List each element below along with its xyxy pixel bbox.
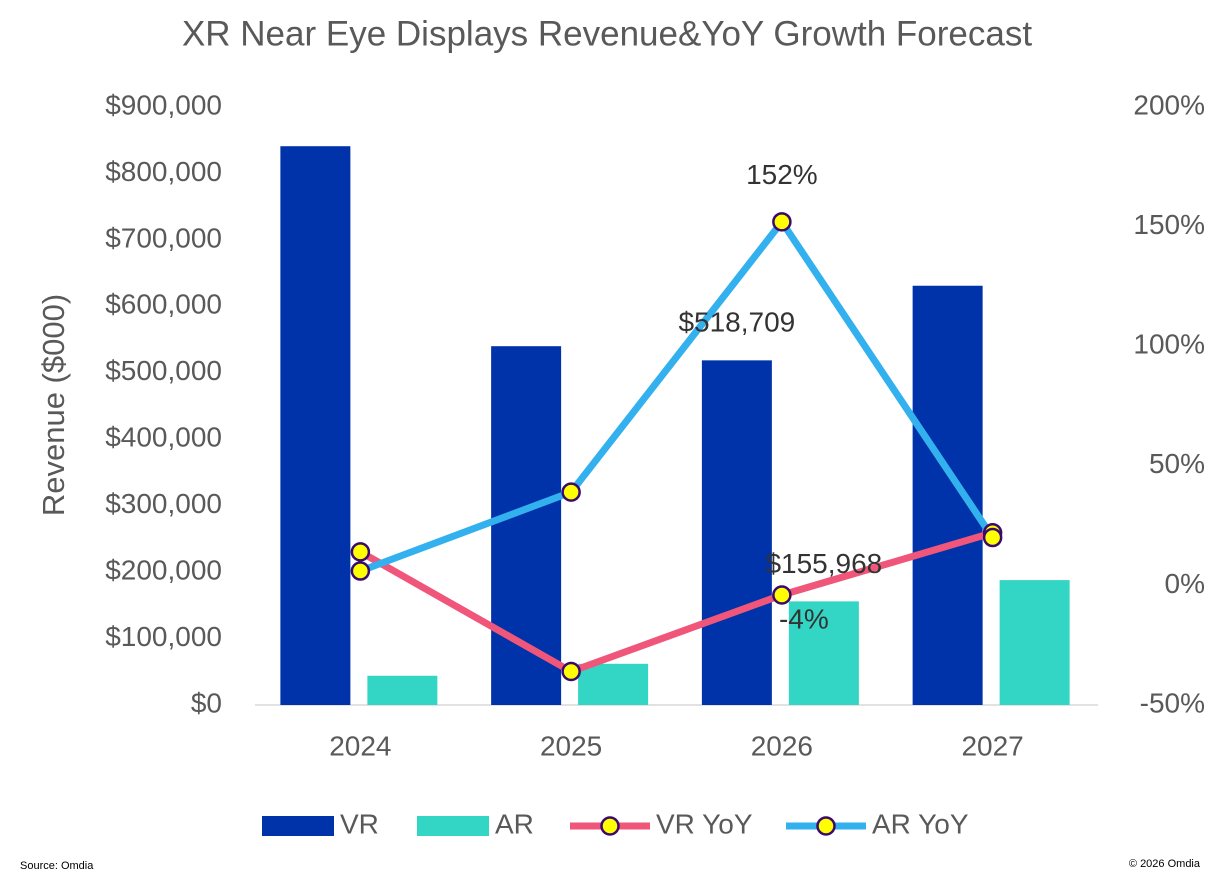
legend-swatch: [262, 816, 334, 836]
legend-marker: [600, 816, 620, 836]
y-tick-label: $800,000: [105, 156, 222, 187]
legend-marker: [816, 816, 836, 836]
y2-tick-label: 200%: [1133, 89, 1205, 120]
legend-label: VR YoY: [656, 808, 753, 839]
bar-value-label: $518,709: [678, 307, 795, 338]
y-tick-label: $0: [191, 687, 222, 718]
bar: [280, 146, 351, 706]
source: Source: Omdia: [20, 860, 94, 872]
y-tick-label: $600,000: [105, 289, 222, 320]
line: [358, 529, 994, 676]
y-axis-label: Revenue ($000): [36, 294, 71, 516]
y-tick-label: $300,000: [105, 488, 222, 519]
x-tick-label: 2025: [540, 730, 602, 761]
y-tick-label: $700,000: [105, 222, 222, 253]
bar: [788, 601, 859, 705]
bar: [701, 360, 772, 705]
line-value-label: 152%: [746, 159, 818, 190]
y2-tick-label: 50%: [1149, 448, 1205, 479]
x-tick-label: 2027: [961, 730, 1023, 761]
copyright: © 2026 Omdia: [1129, 858, 1201, 870]
y2-tick-label: 150%: [1133, 209, 1205, 240]
y-tick-label: $200,000: [105, 555, 222, 586]
bar: [999, 580, 1070, 705]
legend-swatch: [417, 816, 489, 836]
y-tick-label: $400,000: [105, 422, 222, 453]
legend-label: AR YoY: [872, 808, 969, 839]
legend-label: VR: [340, 808, 379, 839]
line-marker: [561, 661, 581, 682]
line-marker: [772, 212, 792, 232]
line-value-label: -4%: [779, 603, 829, 634]
line-marker: [561, 482, 581, 502]
line-marker: [982, 527, 1003, 548]
y2-tick-label: -50%: [1140, 687, 1205, 718]
chart-title: XR Near Eye Displays Revenue&YoY Growth …: [182, 14, 1032, 53]
bar-value-label: $155,968: [765, 548, 882, 579]
legend-label: AR: [495, 808, 534, 839]
y2-tick-label: 0%: [1165, 568, 1205, 599]
y-tick-label: $100,000: [105, 621, 222, 652]
y-tick-label: $900,000: [105, 89, 222, 120]
x-tick-label: 2026: [751, 730, 813, 761]
line-marker: [772, 585, 792, 605]
bar: [578, 663, 649, 705]
bar: [367, 675, 438, 705]
y-tick-label: $500,000: [105, 355, 222, 386]
x-tick-label: 2024: [329, 730, 391, 761]
bar: [912, 285, 983, 705]
y2-tick-label: 100%: [1133, 329, 1205, 360]
line-marker: [350, 542, 371, 562]
line: [359, 218, 996, 575]
bar: [491, 346, 562, 705]
line-marker: [350, 561, 371, 581]
